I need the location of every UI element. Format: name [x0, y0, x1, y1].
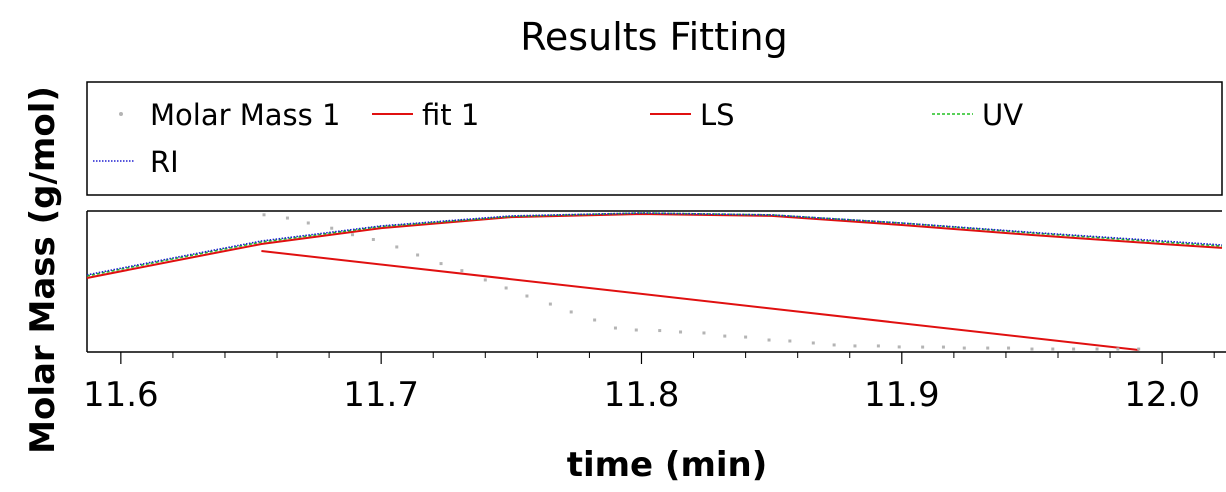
legend-item-uv: UV — [932, 98, 1023, 132]
x-tick-label: 11.6 — [83, 375, 159, 415]
data-point — [395, 245, 399, 249]
data-point — [788, 339, 792, 343]
data-point — [1116, 347, 1120, 351]
data-point — [702, 331, 706, 335]
x-tick-label: 11.9 — [864, 375, 940, 415]
legend-item-molar-mass: Molar Mass 1 — [119, 98, 340, 132]
data-point — [853, 344, 857, 348]
data-point — [941, 345, 945, 349]
legend: Molar Mass 1 fit 1 LS UV RI — [86, 81, 1223, 196]
data-point — [351, 233, 355, 237]
data-point — [613, 326, 617, 330]
legend-frame — [86, 81, 1223, 196]
data-point — [832, 343, 836, 347]
y-axis-label: Molar Mass (g/mol) — [23, 86, 63, 454]
legend-label-ls: LS — [700, 98, 735, 132]
data-point — [262, 213, 266, 217]
legend-swatch-molar-mass — [119, 112, 123, 116]
data-point — [876, 344, 880, 348]
data-point — [767, 338, 771, 342]
data-point — [525, 294, 529, 298]
data-point — [1137, 347, 1141, 351]
x-axis-label: time (min) — [567, 445, 768, 485]
x-tick-label: 11.7 — [343, 375, 419, 415]
data-point — [1095, 347, 1099, 351]
x-axis-ticks: 11.6 11.7 11.8 11.9 12.0 — [83, 352, 1215, 415]
chart-title: Results Fitting — [520, 15, 788, 59]
series-layer — [86, 212, 1223, 351]
data-point — [634, 328, 638, 332]
legend-label-uv: UV — [982, 98, 1023, 132]
series-line-ri — [86, 212, 1223, 276]
series-line-ls — [86, 212, 1223, 279]
data-point — [921, 345, 925, 349]
data-point — [1051, 347, 1055, 351]
legend-item-ri: RI — [93, 145, 179, 179]
data-point — [371, 237, 375, 241]
data-point — [986, 346, 990, 350]
data-point — [593, 318, 597, 322]
legend-label-ri: RI — [150, 145, 179, 179]
data-point — [548, 302, 552, 306]
data-point — [569, 310, 573, 314]
legend-item-fit: fit 1 — [372, 98, 479, 132]
data-point — [811, 341, 815, 345]
data-point — [679, 330, 683, 334]
data-point — [330, 226, 334, 230]
series-molar-mass-1 — [262, 213, 1141, 351]
plot-area: 11.6 11.7 11.8 11.9 12.0 — [83, 210, 1226, 415]
data-point — [744, 335, 748, 339]
data-point — [897, 345, 901, 349]
data-point — [416, 253, 420, 257]
x-tick-label: 12.0 — [1124, 375, 1200, 415]
x-tick-label: 11.8 — [604, 375, 680, 415]
data-point — [1072, 347, 1076, 351]
data-point — [658, 329, 662, 333]
data-point — [504, 286, 508, 290]
data-point — [439, 262, 443, 266]
data-point — [723, 334, 727, 338]
legend-label-fit: fit 1 — [422, 98, 479, 132]
legend-item-ls: LS — [650, 98, 735, 132]
data-point — [306, 221, 310, 225]
series-line-fit-1 — [261, 250, 1139, 351]
legend-label-molar-mass: Molar Mass 1 — [150, 98, 340, 132]
data-point — [962, 346, 966, 350]
data-point — [285, 216, 289, 220]
data-point — [1007, 346, 1011, 350]
data-point — [460, 269, 464, 273]
data-point — [1030, 347, 1034, 351]
series-line-uv — [86, 212, 1223, 277]
data-point — [483, 278, 487, 282]
